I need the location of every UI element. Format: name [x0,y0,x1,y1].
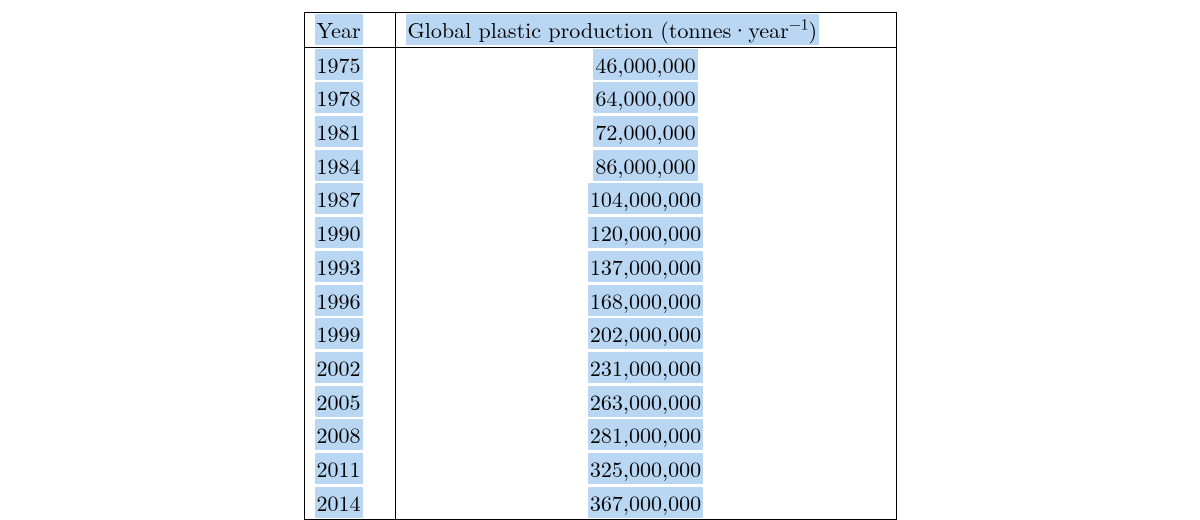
cell-value-text: 231,000,000 [588,352,703,383]
cell-year-text: 1993 [315,251,363,282]
cell-year-text: 1987 [315,183,363,214]
table-row: 1996 168,000,000 [304,284,896,318]
cell-year: 1990 [304,216,395,250]
cell-value-text: 137,000,000 [588,251,703,282]
cell-value-text: 325,000,000 [588,453,703,484]
table-row: 1984 86,000,000 [304,149,896,183]
cell-value: 72,000,000 [395,115,896,149]
table-row: 1981 72,000,000 [304,115,896,149]
cell-year: 1978 [304,81,395,115]
cell-value: 137,000,000 [395,250,896,284]
cell-value-text: 64,000,000 [593,82,697,113]
cell-year: 2008 [304,418,395,452]
cell-value: 281,000,000 [395,418,896,452]
cell-value: 202,000,000 [395,317,896,351]
cell-value-text: 104,000,000 [588,183,703,214]
table-row: 2005 263,000,000 [304,385,896,419]
table-row: 1999 202,000,000 [304,317,896,351]
col-header-year-text: Year [315,14,363,45]
cell-value-text: 120,000,000 [588,217,703,248]
cell-year-text: 1981 [315,116,363,147]
cell-year: 2002 [304,351,395,385]
table-row: 1975 46,000,000 [304,47,896,81]
cell-year-text: 2002 [315,352,363,383]
cell-value-text: 281,000,000 [588,419,703,450]
table-body: 1975 46,000,000 1978 64,000,000 1981 72,000,0… [304,47,896,520]
cell-value: 120,000,000 [395,216,896,250]
cell-year: 1993 [304,250,395,284]
cell-year-text: 1978 [315,82,363,113]
cell-value: 263,000,000 [395,385,896,419]
cell-value-text: 46,000,000 [593,49,697,80]
cell-value: 325,000,000 [395,452,896,486]
cell-value-text: 86,000,000 [593,150,697,181]
table-container: Year Global plastic production (tonnes·y… [304,12,897,520]
cell-year: 1996 [304,284,395,318]
cell-value: 64,000,000 [395,81,896,115]
table-row: 2002 231,000,000 [304,351,896,385]
table-row: 1990 120,000,000 [304,216,896,250]
table-header-row: Year Global plastic production (tonnes·y… [304,13,896,48]
cell-value-text: 168,000,000 [588,285,703,316]
cell-year-text: 1996 [315,285,363,316]
col-header-value-text: Global plastic production (tonnes·year−1… [406,14,820,45]
cell-year: 2005 [304,385,395,419]
col-header-value: Global plastic production (tonnes·year−1… [395,13,896,48]
cell-year: 1984 [304,149,395,183]
cell-year-text: 2014 [315,487,363,518]
table-row: 1993 137,000,000 [304,250,896,284]
cell-value-text: 72,000,000 [593,116,697,147]
table-row: 1978 64,000,000 [304,81,896,115]
table-row: 1987 104,000,000 [304,182,896,216]
col-header-year: Year [304,13,395,48]
cell-value: 104,000,000 [395,182,896,216]
table-row: 2008 281,000,000 [304,418,896,452]
cell-value: 168,000,000 [395,284,896,318]
cell-value: 86,000,000 [395,149,896,183]
cell-year-text: 1975 [315,49,363,80]
cell-value-text: 202,000,000 [588,318,703,349]
cell-year: 1987 [304,182,395,216]
cell-year: 2011 [304,452,395,486]
cell-year-text: 2011 [315,453,363,484]
cell-year: 1975 [304,47,395,81]
cell-value: 231,000,000 [395,351,896,385]
cell-year: 1981 [304,115,395,149]
cell-year-text: 1990 [315,217,363,248]
cell-year: 1999 [304,317,395,351]
cell-value-text: 263,000,000 [588,386,703,417]
cell-year-text: 1999 [315,318,363,349]
plastic-production-table: Year Global plastic production (tonnes·y… [304,12,897,520]
table-row: 2011 325,000,000 [304,452,896,486]
cell-year-text: 2005 [315,386,363,417]
cell-year-text: 2008 [315,419,363,450]
cell-value-text: 367,000,000 [588,487,703,518]
cell-value: 46,000,000 [395,47,896,81]
cell-year-text: 1984 [315,150,363,181]
